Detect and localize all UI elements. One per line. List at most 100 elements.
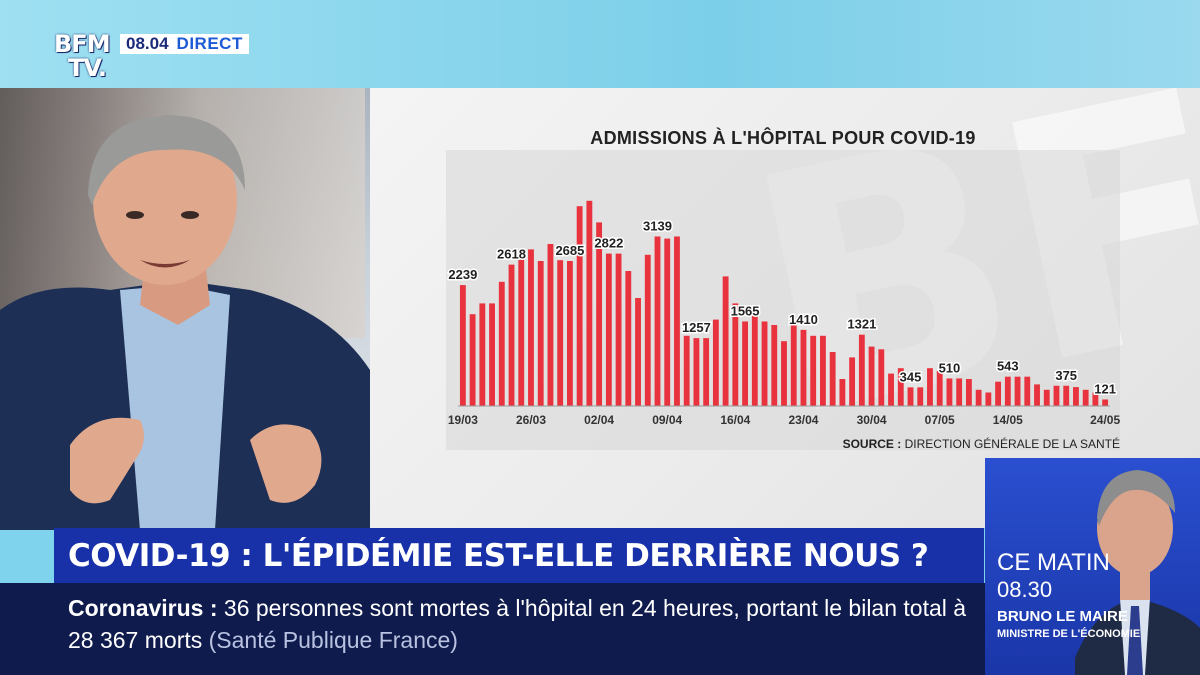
chart-bar bbox=[557, 260, 564, 406]
chart-bar bbox=[751, 314, 758, 406]
chart-bar bbox=[732, 303, 739, 406]
chart-bar bbox=[605, 253, 612, 406]
chart-bar bbox=[1034, 384, 1040, 406]
ticker-body: 36 personnes sont mortes à l'hôpital en … bbox=[68, 595, 967, 653]
chart-data-label: 3139 bbox=[643, 218, 672, 233]
x-tick-label: 24/05 bbox=[1090, 413, 1120, 427]
promo-guest-name: BRUNO LE MAIRE bbox=[997, 608, 1128, 625]
chart-bar bbox=[1053, 385, 1060, 406]
chart-bar bbox=[469, 314, 476, 406]
chart-data-label: 375 bbox=[1055, 368, 1077, 383]
chart-bar bbox=[820, 335, 826, 406]
chart-bar bbox=[489, 303, 495, 406]
chart-bar bbox=[518, 249, 525, 406]
chart-data-label: 1410 bbox=[789, 312, 818, 327]
hospital-admissions-bar-chart: 2239 2618 2685 2822 3139 1257 1565 1410 1321 345 5… bbox=[447, 200, 1120, 427]
chart-bar bbox=[839, 379, 846, 406]
chart-bar bbox=[781, 341, 787, 406]
chart-bar bbox=[888, 373, 894, 406]
chart-bar bbox=[703, 338, 710, 406]
guest-portrait bbox=[1075, 470, 1200, 675]
chart-data-label: 2618 bbox=[497, 247, 526, 262]
chart-bar bbox=[868, 346, 875, 406]
chart-bar bbox=[810, 335, 817, 406]
chart-bar bbox=[615, 253, 622, 406]
chart-bar bbox=[576, 206, 583, 406]
chart-bar bbox=[635, 298, 641, 406]
chart-bar bbox=[917, 387, 924, 406]
chart-bar bbox=[1073, 387, 1079, 406]
chart-bar bbox=[596, 222, 603, 406]
chart-bar bbox=[722, 276, 729, 406]
chart-bar bbox=[528, 249, 534, 406]
ticker-source: (Santé Publique France) bbox=[208, 627, 458, 653]
chart-bar bbox=[742, 321, 748, 406]
x-tick-label: 02/04 bbox=[584, 413, 614, 427]
chart-bar bbox=[644, 254, 651, 406]
headline-banner: COVID-19 : L'ÉPIDÉMIE EST-ELLE DERRIÈRE … bbox=[54, 528, 984, 583]
chart-data-label: 2822 bbox=[594, 236, 623, 251]
chart-bar bbox=[946, 378, 953, 406]
chart-bar bbox=[936, 370, 943, 406]
chart-source: SOURCE : DIRECTION GÉNÉRALE DE LA SANTÉ bbox=[740, 437, 1120, 451]
chart-data-label: 345 bbox=[900, 369, 922, 384]
chart-bar bbox=[771, 325, 778, 406]
chart-bar bbox=[674, 236, 680, 406]
promo-time: 08.30 bbox=[997, 577, 1053, 602]
chart-bar bbox=[975, 389, 982, 406]
time-live-badge: 08.04 DIRECT bbox=[120, 34, 249, 54]
chart-bar bbox=[1004, 376, 1011, 406]
ticker-text: Coronavirus : 36 personnes sont mortes à… bbox=[68, 592, 973, 656]
clock-time: 08.04 bbox=[126, 34, 169, 53]
chart-bar bbox=[907, 387, 914, 406]
chart-bar bbox=[858, 334, 865, 406]
presenter-figure bbox=[0, 115, 370, 530]
logo-line-2: TV. bbox=[68, 54, 107, 82]
chart-bar bbox=[683, 335, 690, 406]
upcoming-guest-promo bbox=[985, 458, 1200, 675]
chart-bar bbox=[878, 349, 885, 406]
chart-bar bbox=[897, 368, 904, 406]
chart-data-label: 2685 bbox=[555, 243, 584, 258]
live-label: DIRECT bbox=[176, 34, 243, 53]
x-tick-label: 26/03 bbox=[516, 413, 546, 427]
chart-data-label: 2239 bbox=[448, 267, 477, 282]
x-tick-label: 14/05 bbox=[993, 413, 1023, 427]
chart-bar bbox=[849, 357, 856, 406]
chart-title: ADMISSIONS À L'HÔPITAL POUR COVID-19 bbox=[590, 128, 976, 148]
chart-data-label: 510 bbox=[939, 360, 961, 375]
bfmtv-logo: BFM TV. bbox=[54, 32, 116, 84]
chart-data-label: 121 bbox=[1094, 381, 1116, 396]
chart-bar bbox=[693, 338, 700, 406]
chart-bar bbox=[712, 319, 719, 406]
chart-bar bbox=[566, 261, 573, 406]
x-tick-label: 23/04 bbox=[788, 413, 818, 427]
chart-bar bbox=[927, 368, 933, 406]
chart-bar bbox=[995, 381, 1002, 406]
x-tick-label: 19/03 bbox=[448, 413, 478, 427]
headline-text: COVID-19 : L'ÉPIDÉMIE EST-ELLE DERRIÈRE … bbox=[68, 537, 929, 574]
logo-line-1: BFM bbox=[54, 30, 111, 58]
x-tick-label: 07/05 bbox=[925, 413, 955, 427]
ticker-keyword: Coronavirus : bbox=[68, 595, 218, 621]
chart-bar bbox=[965, 379, 972, 406]
chart-bar bbox=[459, 285, 466, 406]
chart-bar bbox=[1043, 389, 1050, 406]
chart-source-label: SOURCE : bbox=[842, 437, 902, 451]
chart-bar bbox=[547, 244, 554, 406]
chart-bar bbox=[664, 238, 671, 406]
x-tick-label: 09/04 bbox=[652, 413, 682, 427]
chart-bar bbox=[586, 200, 593, 406]
chart-bar bbox=[790, 325, 797, 406]
chart-data-label: 543 bbox=[997, 359, 1019, 374]
chart-bar bbox=[1092, 392, 1099, 406]
x-tick-label: 30/04 bbox=[857, 413, 887, 427]
chart-bar bbox=[625, 271, 632, 406]
chart-data-label: 1565 bbox=[731, 303, 760, 318]
chart-bar bbox=[1024, 376, 1031, 406]
chart-bar bbox=[1063, 385, 1070, 406]
chart-bar bbox=[985, 392, 992, 406]
chart-source-text: DIRECTION GÉNÉRALE DE LA SANTÉ bbox=[904, 437, 1120, 451]
chart-data-label: 1257 bbox=[682, 320, 711, 335]
chart-bar bbox=[1014, 376, 1021, 406]
